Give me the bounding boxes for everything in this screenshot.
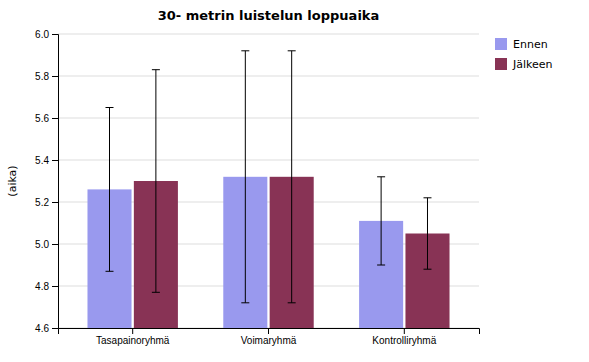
axis-line [52,35,59,329]
grid-line [58,34,479,35]
tick-mark [52,34,58,35]
tick-label: Voimaryhmä [241,335,297,346]
axis-line [59,329,480,335]
tick: 5.0 [35,239,58,250]
tick-mark [52,202,58,203]
tick-mark [52,286,58,287]
grid-line [58,160,479,161]
legend-swatch [495,38,507,50]
chart: 4.6 4.8 5.0 5.2 5.4 5.6 5.8 6.0 Tasapainoryhmä Vo… [0,0,589,362]
tick: 5.2 [35,197,58,208]
tick: 5.4 [35,155,58,166]
plot: 4.6 4.8 5.0 5.2 5.4 5.6 5.8 6.0 Tasapainoryhmä Vo… [6,29,480,346]
grid-line [58,76,479,77]
error-bar [377,177,385,265]
tick-label: 5.8 [35,71,49,82]
legend-label: Jälkeen [512,58,553,71]
error-bar [106,108,114,272]
marks [87,51,449,328]
error-bar [152,70,160,293]
tick-label: 4.8 [35,281,49,292]
error-bar [423,198,431,269]
tick-label: Kontrolliryhmä [372,335,436,346]
grid [58,34,479,328]
series [87,51,403,328]
error-bar [241,51,249,303]
legend: Ennen Jälkeen [495,38,553,71]
tick: 6.0 [35,29,58,40]
tick: 4.8 [35,281,58,292]
tick-mark [52,160,58,161]
tick-mark [132,328,133,334]
tick-mark [52,244,58,245]
tick: Tasapainoryhmä [96,328,170,346]
tick-mark [52,118,58,119]
tick-mark [52,328,58,329]
title: 30- metrin luistelun loppuaika [158,8,380,23]
grid-line [58,118,479,119]
series [134,51,450,328]
tick-mark [52,76,58,77]
tick-mark [268,328,269,334]
error-bar [288,51,296,303]
tick-label: 5.4 [35,155,49,166]
y-axis-title: (aika) [6,165,19,196]
x-axis: Tasapainoryhmä Voimaryhmä Kontrolliryhmä [59,328,480,346]
tick-label: Tasapainoryhmä [96,335,170,346]
tick-label: 6.0 [35,29,49,40]
tick: Kontrolliryhmä [372,328,436,346]
tick-label: 4.6 [35,323,49,334]
y-axis: 4.6 4.8 5.0 5.2 5.4 5.6 5.8 6.0 [35,29,58,334]
tick: 5.6 [35,113,58,124]
legend-label: Ennen [513,38,548,51]
legend-swatch [495,58,507,70]
tick-mark [404,328,405,334]
tick: 4.6 [35,323,58,334]
tick-label: 5.6 [35,113,49,124]
legend-item: Jälkeen [495,58,553,71]
tick: 5.8 [35,71,58,82]
tick: Voimaryhmä [241,328,297,346]
tick-label: 5.2 [35,197,49,208]
tick-label: 5.0 [35,239,49,250]
legend-item: Ennen [495,38,548,51]
